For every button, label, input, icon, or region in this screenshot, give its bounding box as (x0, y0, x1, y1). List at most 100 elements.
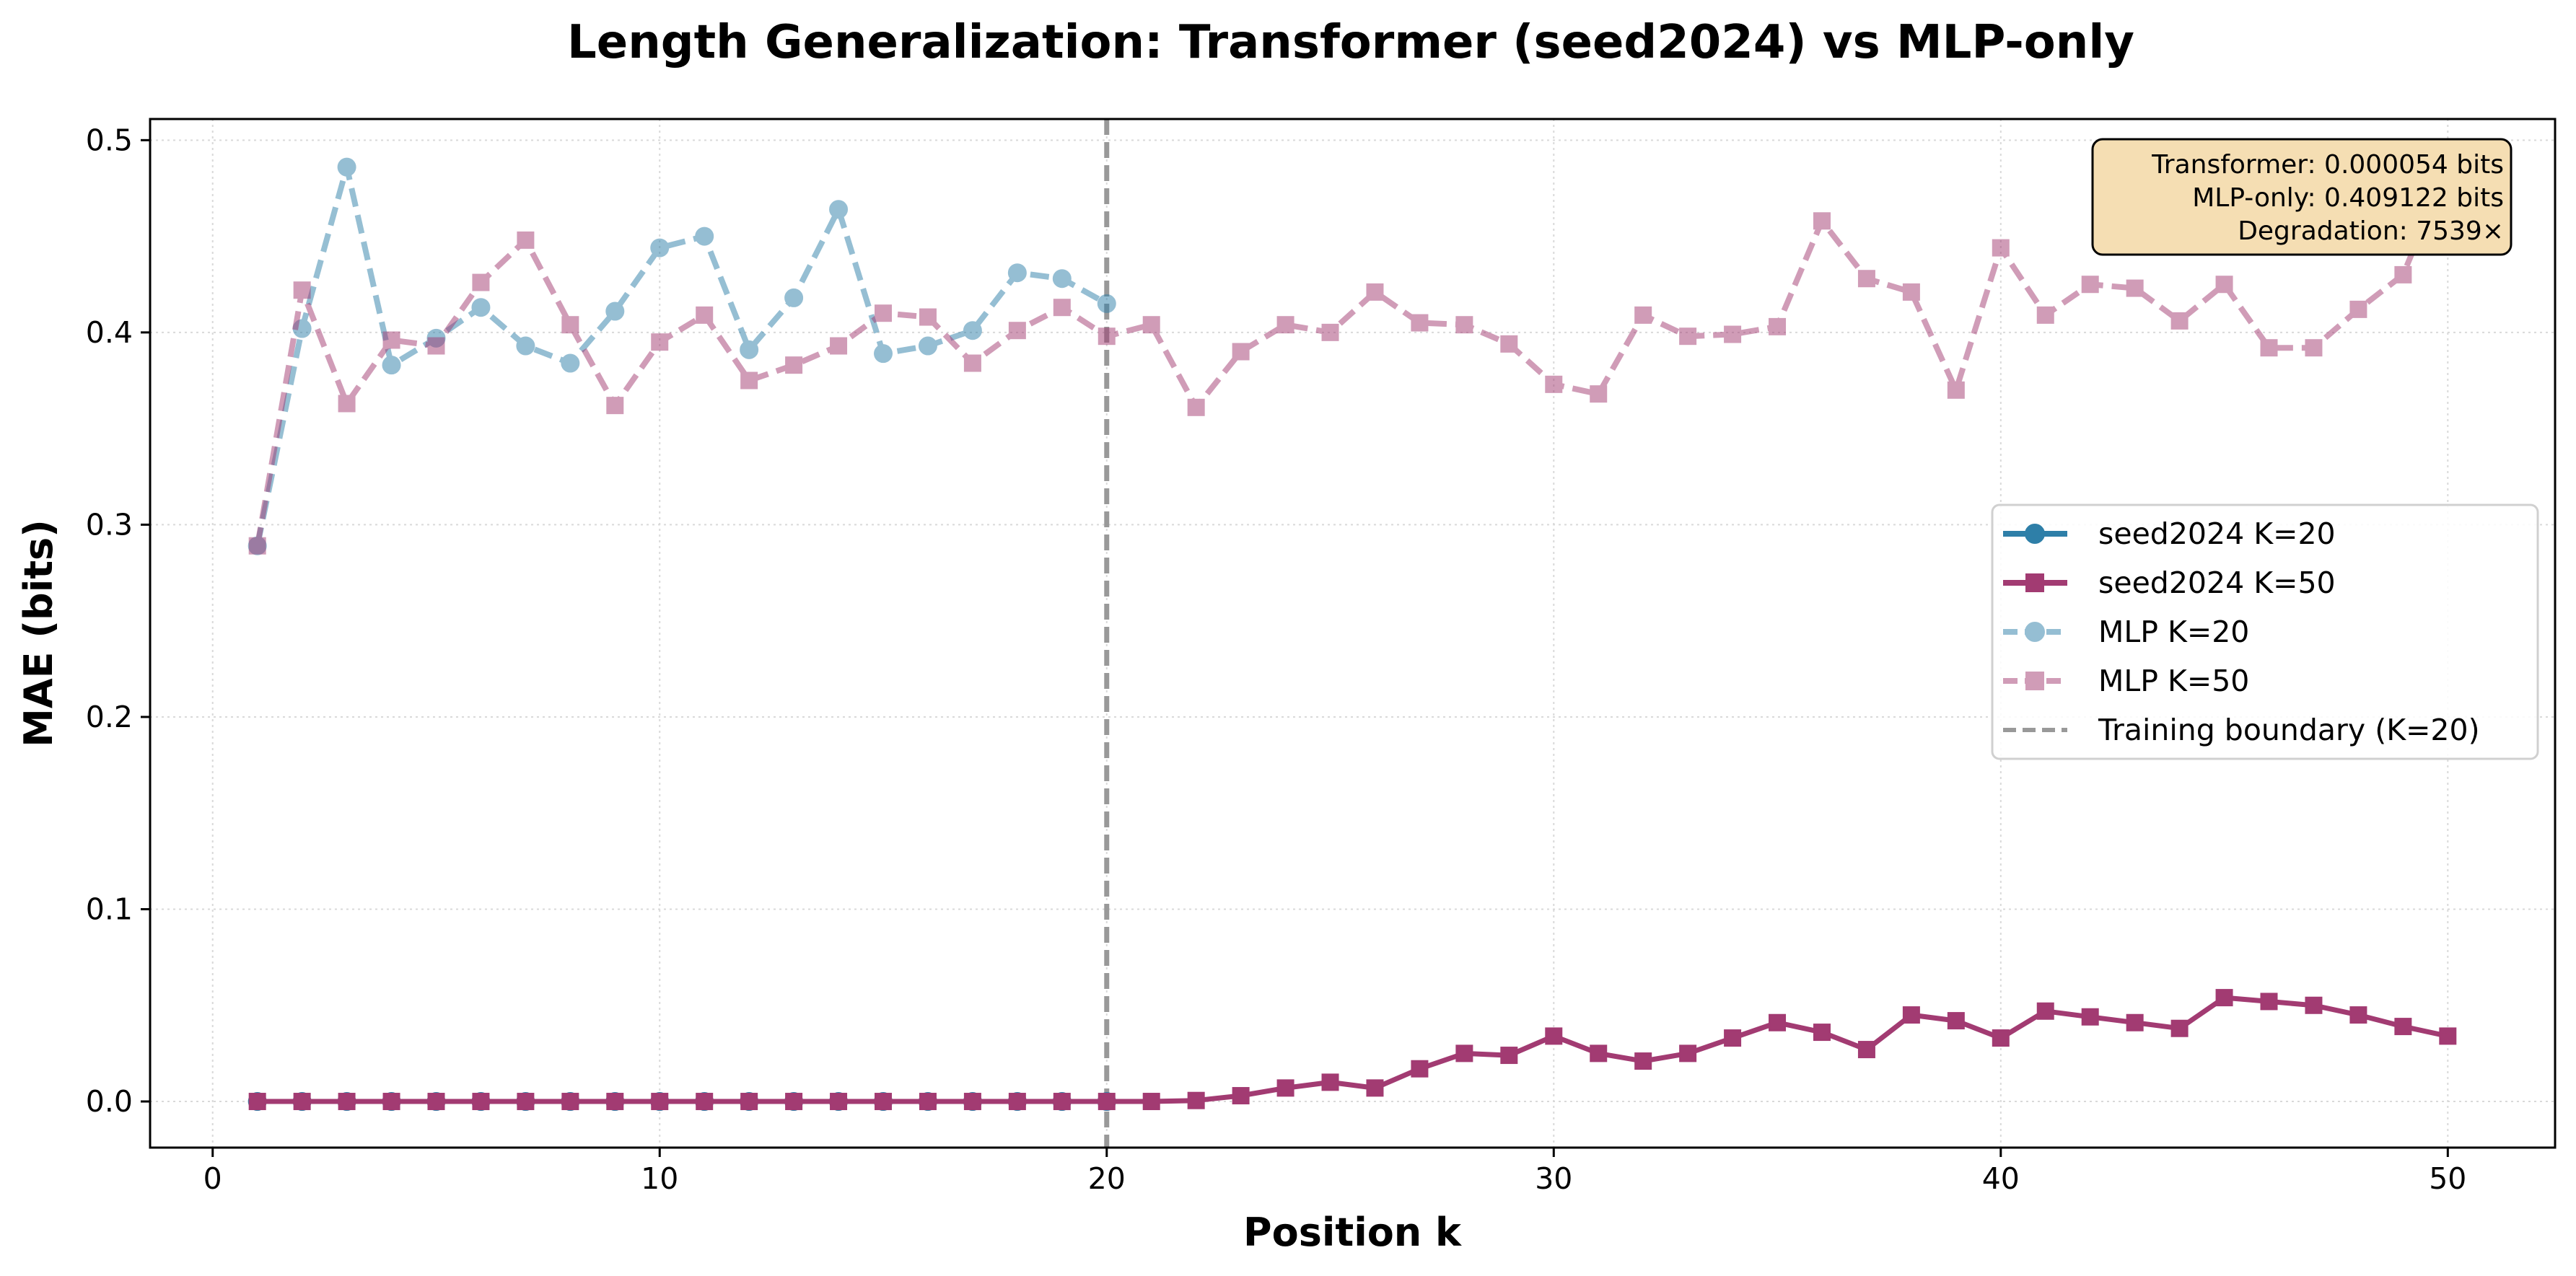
y-axis-ticks: 0.0 0.1 0.2 0.3 0.4 0.5 (86, 123, 150, 1119)
data-point (1545, 375, 1563, 393)
data-point (248, 1093, 266, 1111)
data-point (1098, 327, 1116, 346)
y-axis-label: MAE (bits) (16, 519, 61, 747)
legend-swatch-marker (2025, 573, 2044, 592)
x-tick-label: 10 (641, 1161, 678, 1196)
data-point (561, 316, 579, 334)
data-point (605, 302, 625, 321)
data-point (2439, 1027, 2457, 1045)
data-point (1187, 1091, 1205, 1109)
legend: seed2024 K=20 seed2024 K=50 MLP K=20 MLP K=… (1991, 503, 2539, 760)
data-point (561, 1093, 579, 1111)
data-point (1769, 317, 1787, 335)
data-point (1857, 270, 1875, 288)
legend-label: Training boundary (K=20) (2098, 713, 2480, 747)
data-point (517, 231, 535, 249)
data-point (1992, 1029, 2010, 1047)
data-point (1857, 1041, 1875, 1059)
data-point (2260, 339, 2278, 357)
data-point (1232, 1087, 1250, 1105)
data-point (293, 281, 311, 299)
data-point (919, 1093, 937, 1111)
legend-label: MLP K=20 (2098, 615, 2249, 649)
data-point (1007, 263, 1027, 283)
data-point (1321, 323, 1339, 341)
data-point (2126, 1013, 2144, 1031)
x-tick-label: 30 (1535, 1161, 1572, 1196)
data-point (830, 1093, 848, 1111)
data-point (1276, 1079, 1294, 1097)
x-tick-label: 50 (2429, 1161, 2466, 1196)
data-point (1276, 316, 1294, 334)
data-point (785, 356, 803, 374)
legend-swatch (2003, 524, 2067, 544)
data-point (1053, 299, 1071, 317)
data-point (651, 1093, 669, 1111)
y-tick-label: 0.4 (86, 315, 133, 350)
data-point (516, 336, 535, 356)
series-mlp-k-50 (248, 158, 2457, 555)
annotation-box (2091, 138, 2513, 256)
data-point (1813, 1024, 1831, 1042)
data-point (1679, 327, 1697, 346)
data-point (1947, 1012, 1965, 1030)
data-point (427, 1093, 445, 1111)
series-seed2024-k-50 (248, 989, 2457, 1111)
legend-swatch (2003, 622, 2067, 642)
data-point (1813, 212, 1831, 230)
data-point (1902, 283, 1920, 301)
data-point (1679, 1044, 1697, 1062)
data-point (472, 1093, 490, 1111)
legend-entry: Training boundary (K=20) (2003, 713, 2480, 747)
data-point (2305, 996, 2323, 1014)
data-point (606, 1093, 624, 1111)
data-point (1008, 322, 1026, 340)
data-point (696, 1093, 714, 1111)
data-point (1411, 1060, 1429, 1078)
data-point (248, 537, 266, 555)
legend-label: seed2024 K=20 (2098, 516, 2336, 551)
data-point (1769, 1013, 1787, 1031)
data-point (830, 337, 848, 355)
data-point (1500, 1047, 1518, 1065)
data-point (382, 331, 400, 349)
data-point (471, 298, 491, 317)
data-point (1366, 283, 1384, 301)
data-point (1724, 325, 1742, 343)
data-point (1455, 316, 1473, 334)
data-point (338, 395, 356, 413)
data-point (472, 273, 490, 291)
data-point (2260, 993, 2278, 1011)
legend-swatch (2003, 672, 2067, 690)
data-point (963, 321, 982, 340)
annotation-line: Transformer: 0.000054 bits (2151, 150, 2504, 180)
data-point (1590, 385, 1608, 403)
x-tick-label: 20 (1088, 1161, 1126, 1196)
data-point (293, 1093, 311, 1111)
data-point (338, 1093, 356, 1111)
data-point (427, 337, 445, 355)
data-point (918, 336, 937, 356)
data-point (382, 1093, 400, 1111)
y-tick-label: 0.5 (86, 123, 133, 157)
data-point (1097, 294, 1116, 313)
data-point (1098, 1093, 1116, 1111)
data-point (1142, 1093, 1160, 1111)
data-point (651, 333, 669, 351)
data-point (2305, 339, 2323, 357)
data-point (2394, 265, 2412, 283)
data-point (874, 344, 893, 364)
data-point (1590, 1044, 1608, 1062)
data-point (1052, 269, 1072, 289)
data-point (875, 304, 893, 322)
x-tick-label: 0 (203, 1161, 222, 1196)
data-point (1724, 1029, 1742, 1047)
data-point (740, 340, 759, 359)
data-point (2036, 1002, 2054, 1020)
data-point (1634, 306, 1652, 324)
data-point (1232, 343, 1250, 361)
data-point (1008, 1093, 1026, 1111)
y-tick-label: 0.3 (86, 507, 133, 542)
data-point (2170, 312, 2189, 330)
